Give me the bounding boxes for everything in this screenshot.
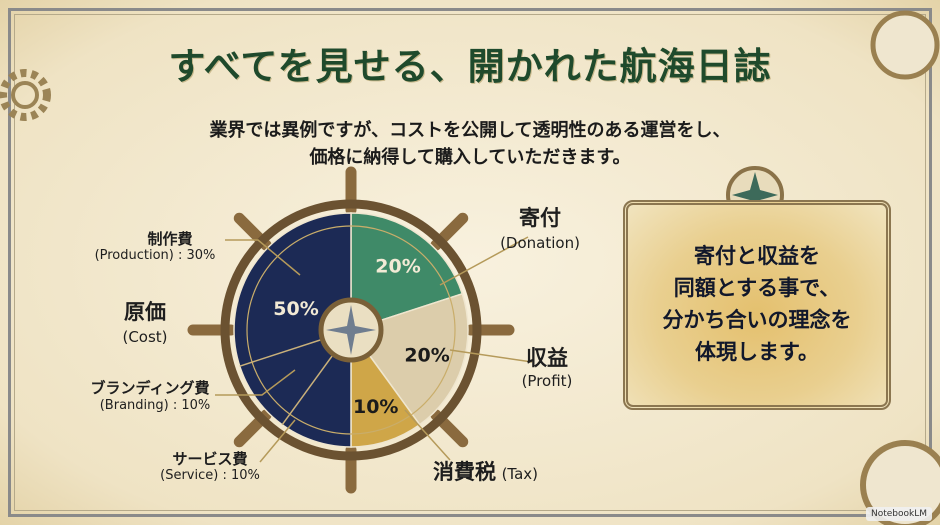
label-tax-en: (Tax): [501, 465, 539, 483]
label-cost-en: (Cost): [122, 328, 168, 346]
subtitle-line-1: 業界では異例ですが、コストを公開して透明性のある運営をし、: [209, 120, 731, 141]
label-service-en: (Service) : 10%: [160, 468, 260, 483]
pie-slice-label-0: 20%: [375, 255, 420, 277]
label-profit-jp: 収益: [526, 346, 568, 370]
pie-slice-label-3: 50%: [273, 298, 318, 320]
leader-production: [225, 239, 301, 276]
label-profit-en: (Profit): [521, 372, 573, 390]
leader-branding: [215, 369, 296, 396]
label-tax: 消費税 (Tax): [433, 456, 538, 486]
leader-tax: [404, 409, 451, 461]
callout-text: 寄付と収益を 同額とする事で、 分かち合いの理念を 体現します。: [623, 240, 891, 368]
label-donation-en: (Donation): [500, 234, 580, 252]
callout-box: [623, 200, 891, 410]
page-title: すべてを見せる、開かれた航海日誌: [168, 44, 772, 88]
subtitle-line-2: 価格に納得して購入していただきます。: [309, 147, 631, 168]
label-tax-jp: 消費税: [433, 460, 496, 484]
callout-line: 分かち合いの理念を: [662, 308, 852, 332]
label-production-en: (Production) : 30%: [94, 248, 216, 263]
leader-profit: [449, 349, 533, 363]
pie-slice-3: [233, 212, 352, 448]
flow-arrow-ring: [246, 225, 456, 435]
leader-donation: [439, 236, 529, 286]
map-border: [8, 8, 932, 517]
pie-slice-0: [350, 212, 464, 332]
notebooklm-watermark: NotebookLM: [865, 507, 932, 521]
compass-icon-bottom-right: [860, 440, 940, 525]
pie-slice-label-2: 10%: [353, 396, 398, 418]
compass-icon-top-right: [870, 10, 940, 80]
pie-slice-label-1: 20%: [404, 345, 449, 367]
gear-icon-top-left: [0, 69, 51, 121]
label-cost-jp: 原価: [124, 300, 166, 324]
label-donation-jp: 寄付: [519, 206, 561, 230]
callout-line: 寄付と収益を: [694, 244, 820, 268]
leader-service: [259, 419, 296, 463]
label-service-jp: サービス費: [172, 450, 248, 468]
compass-rose-icon: [326, 305, 376, 355]
label-branding-en: (Branding) : 10%: [99, 398, 211, 413]
label-production-jp: 制作費: [147, 230, 193, 248]
callout-line: 体現します。: [695, 340, 819, 364]
wheel-rim: [220, 199, 482, 461]
callout-line: 同額とする事で、: [673, 276, 841, 300]
label-branding-jp: ブランディング費: [90, 379, 210, 397]
